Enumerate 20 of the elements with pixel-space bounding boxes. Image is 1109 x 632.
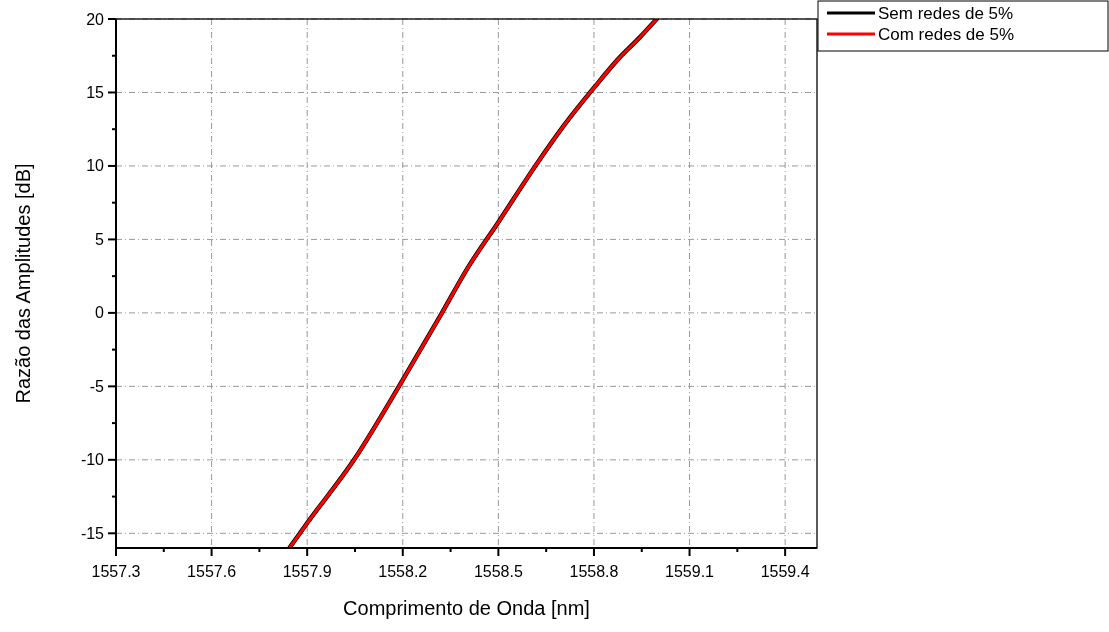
x-tick-label: 1558.8 <box>569 563 619 580</box>
y-tick-label: -10 <box>80 451 105 469</box>
x-tick-label: 1557.3 <box>91 563 141 580</box>
x-tick-label: 1559.4 <box>760 563 810 580</box>
x-tick-label: 1558.2 <box>378 563 428 580</box>
y-axis-title: Razão das Amplitudes [dB] <box>12 163 34 404</box>
y-tick-label: -15 <box>80 524 105 542</box>
x-tick-label: 1557.9 <box>282 563 332 580</box>
y-tick-label: -5 <box>89 377 105 395</box>
y-tick-label: 0 <box>95 304 105 322</box>
legend-label: Com redes de 5% <box>878 25 1015 44</box>
y-tick-label: 10 <box>86 157 105 175</box>
y-tick-label: 20 <box>86 10 105 28</box>
x-tick-label: 1559.1 <box>665 563 715 580</box>
x-tick-label: 1557.6 <box>187 563 237 580</box>
y-tick-label: 15 <box>86 83 105 101</box>
y-tick-label: 5 <box>95 230 105 248</box>
x-axis-title: Comprimento de Onda [nm] <box>343 597 590 619</box>
x-tick-label: 1558.5 <box>473 563 523 580</box>
legend-label: Sem redes de 5% <box>878 4 1014 23</box>
